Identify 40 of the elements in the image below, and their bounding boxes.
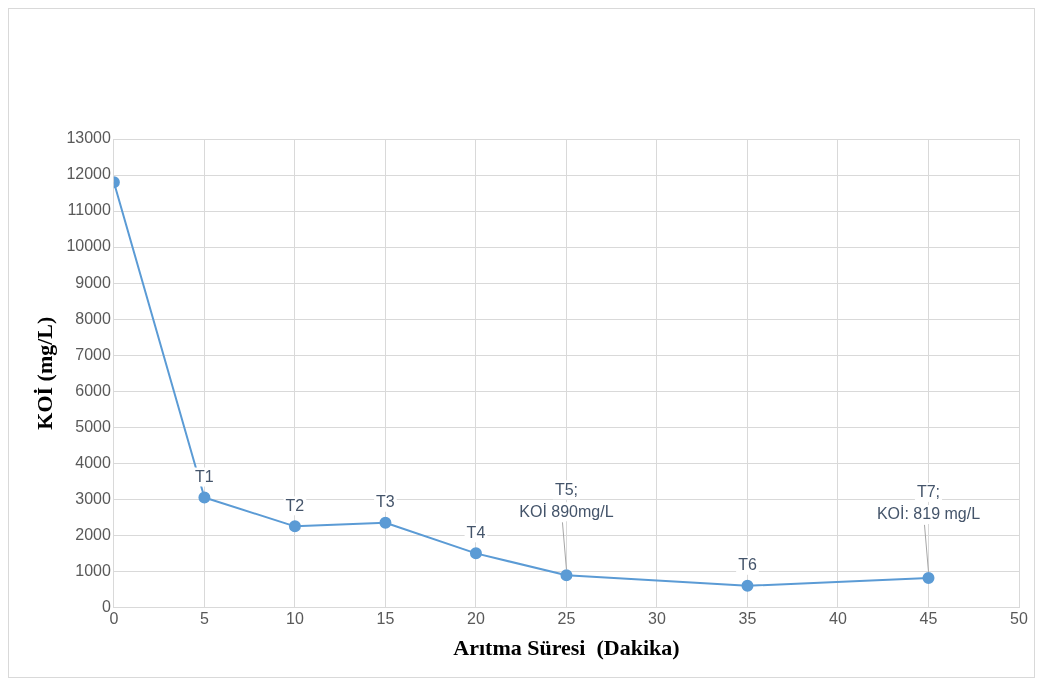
y-tick-label: 4000 — [75, 453, 111, 471]
y-tick-label: 8000 — [75, 309, 111, 327]
y-tick-label: 10000 — [66, 237, 111, 255]
y-axis-title: KOİ (mg/L) — [31, 316, 57, 430]
point — [469, 547, 482, 560]
y-tick-label: 11000 — [67, 201, 111, 219]
y-tick-label: 1000 — [75, 561, 111, 579]
annotation: T7; KOİ: 819 mg/L — [876, 483, 981, 523]
point — [198, 491, 211, 504]
y-tick-label: 2000 — [75, 525, 111, 543]
x-tick-label: 20 — [467, 610, 485, 628]
annotation: T3 — [376, 493, 395, 511]
x-axis-title: Arıtma Süresi (Dakika) — [453, 635, 680, 661]
x-tick-label: 15 — [376, 610, 395, 628]
point — [922, 571, 935, 584]
x-tick-label: 5 — [199, 610, 209, 628]
y-tick-label: 0 — [101, 597, 111, 615]
annotation: T1 — [195, 467, 214, 485]
x-tick-label: 45 — [919, 610, 938, 628]
y-tick-label: 3000 — [75, 489, 111, 507]
point — [379, 516, 392, 529]
y-tick-label: 6000 — [75, 381, 111, 399]
x-tick-label: 35 — [738, 610, 757, 628]
x-tick-label: 40 — [829, 610, 847, 628]
annotation: T4 — [466, 523, 486, 541]
y-tick-label: 7000 — [75, 345, 111, 363]
annotation: T2 — [285, 496, 305, 514]
point — [560, 569, 573, 582]
y-tick-label: 9000 — [75, 273, 111, 291]
x-tick-label: 50 — [1010, 610, 1028, 628]
annotation: T6 — [738, 556, 757, 574]
point — [288, 520, 301, 533]
x-tick-label: 25 — [557, 610, 576, 628]
y-tick-label: 5000 — [75, 417, 111, 435]
annotation: T5; KOİ 890mg/L — [519, 480, 614, 520]
point — [741, 579, 754, 592]
y-tick-label: 12000 — [66, 165, 111, 183]
y-tick-label: 13000 — [66, 129, 111, 147]
x-tick-label: 10 — [286, 610, 304, 628]
x-tick-label: 30 — [648, 610, 666, 628]
